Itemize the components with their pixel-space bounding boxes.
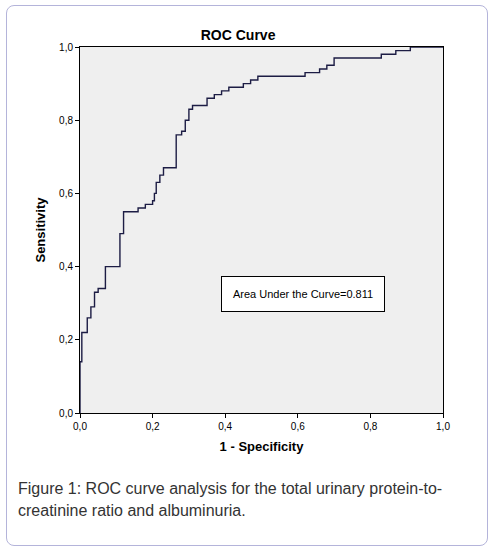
svg-text:ROC Curve: ROC Curve: [201, 27, 276, 43]
svg-text:0,8: 0,8: [59, 115, 73, 126]
svg-text:0,0: 0,0: [59, 408, 73, 419]
svg-text:Sensitivity: Sensitivity: [33, 197, 48, 263]
svg-text:0,6: 0,6: [59, 188, 73, 199]
svg-text:0,4: 0,4: [218, 421, 232, 432]
svg-text:0,4: 0,4: [59, 261, 73, 272]
svg-text:0,6: 0,6: [291, 421, 305, 432]
svg-text:1,0: 1,0: [59, 42, 73, 53]
svg-text:Area Under the Curve=0.811: Area Under the Curve=0.811: [233, 288, 373, 300]
html-text:Figure 1: ROC curve analysis f: Figure 1: ROC curve analysis for the tot…: [18, 480, 443, 519]
svg-text:1 - Specificity: 1 - Specificity: [220, 439, 305, 454]
svg-text:0,8: 0,8: [363, 421, 377, 432]
svg-text:0,0: 0,0: [73, 421, 87, 432]
svg-text:1,0: 1,0: [436, 421, 450, 432]
svg-text:0,2: 0,2: [59, 334, 73, 345]
svg-text:0,2: 0,2: [146, 421, 160, 432]
